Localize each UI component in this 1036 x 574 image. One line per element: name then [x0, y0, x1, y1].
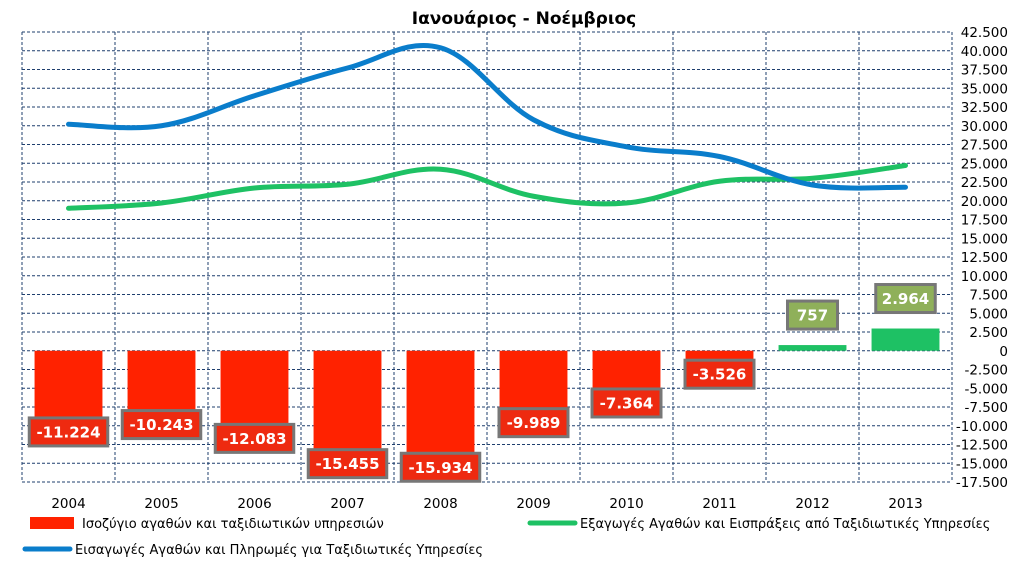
y-tick-label: 5.000 [969, 306, 1008, 322]
chart-title: Ιανουάριος - Νοέμβριος [412, 9, 636, 29]
y-tick-label: 42.500 [961, 25, 1008, 41]
data-label-2007: -15.455 [306, 448, 389, 480]
data-label-box [27, 416, 110, 448]
x-tick-label: 2006 [237, 496, 271, 512]
x-tick-label: 2013 [888, 496, 922, 512]
data-label-box [399, 451, 482, 483]
line-exports [66, 163, 908, 211]
data-label-text: -3.526 [693, 366, 747, 384]
x-tick-label: 2012 [795, 496, 829, 512]
legend-label-imports: Εισαγωγές Αγαθών και Πληρωμές για Ταξιδι… [75, 543, 483, 558]
data-label-text: -10.243 [129, 416, 193, 434]
data-label-text: 2.964 [882, 290, 929, 308]
legend-swatch-balance [30, 517, 74, 529]
data-label-2013: 2.964 [874, 283, 937, 315]
y-tick-label: 17.500 [961, 213, 1008, 229]
y-tick-label: -10.000 [956, 419, 1008, 435]
data-label-box [683, 358, 756, 390]
x-tick-label: 2008 [423, 496, 457, 512]
bar-2012 [778, 345, 847, 351]
data-label-2004: -11.224 [27, 416, 110, 448]
y-tick-label: 22.500 [961, 175, 1008, 191]
data-label-text: -9.989 [507, 414, 561, 432]
data-label-text: -12.083 [222, 430, 286, 448]
data-label-2012: 757 [786, 299, 839, 331]
data-label-2006: -12.083 [213, 422, 296, 454]
x-tick-label: 2005 [144, 496, 178, 512]
bar-2013 [871, 328, 940, 351]
y-tick-label: -17.500 [956, 475, 1008, 491]
x-tick-label: 2010 [609, 496, 643, 512]
y-tick-label: 35.000 [961, 81, 1008, 97]
data-label-box [306, 448, 389, 480]
y-tick-label: 10.000 [961, 269, 1008, 285]
y-tick-label: 2.500 [969, 325, 1008, 341]
data-label-text: -15.455 [315, 455, 379, 473]
line-imports [66, 42, 908, 191]
data-labels: -11.224 -10.243 -12.083 -15.455 -15.934 -9.98… [27, 283, 937, 483]
x-tick-label: 2007 [330, 496, 364, 512]
data-label-box [497, 407, 570, 439]
y-tick-label: -7.500 [964, 400, 1008, 416]
data-label-box [786, 299, 839, 331]
data-label-2005: -10.243 [120, 409, 203, 441]
data-label-2009: -9.989 [497, 407, 570, 439]
y-tick-label: -12.500 [956, 438, 1008, 454]
x-axis: 2004 2005 2006 2007 2008 2009 2010 2011 2012 2013 [51, 496, 922, 512]
x-tick-label: 2004 [51, 496, 85, 512]
data-label-text: -7.364 [600, 394, 654, 412]
y-tick-label: 25.000 [961, 156, 1008, 172]
y-tick-label: -15.000 [956, 456, 1008, 472]
legend: Ισοζύγιο αγαθών και ταξιδιωτικών υπηρεσι… [22, 517, 990, 558]
x-tick-label: 2011 [702, 496, 736, 512]
bar-2007 [313, 350, 382, 467]
data-label-2011: -3.526 [683, 358, 756, 390]
y-tick-label: 0 [999, 344, 1008, 360]
x-tick-label: 2009 [516, 496, 550, 512]
data-label-text: -15.934 [408, 459, 472, 477]
legend-label-exports: Εξαγωγές Αγαθών και Εισπράξεις από Ταξιδ… [580, 517, 990, 532]
data-label-2008: -15.934 [399, 451, 482, 483]
data-label-text: -11.224 [36, 423, 100, 441]
y-tick-label: 27.500 [961, 138, 1008, 154]
data-label-2010: -7.364 [590, 387, 663, 419]
y-tick-label: -2.500 [964, 363, 1008, 379]
y-tick-label: -5.000 [964, 381, 1008, 397]
y-tick-label: 15.000 [961, 231, 1008, 247]
y-axis: 42.500 40.000 37.500 35.000 32.500 30.000 27.5… [956, 25, 1008, 491]
y-tick-label: 32.500 [961, 100, 1008, 116]
y-tick-label: 40.000 [961, 44, 1008, 60]
lines [66, 42, 908, 211]
y-tick-label: 7.500 [969, 288, 1008, 304]
data-label-box [590, 387, 663, 419]
data-label-box [120, 409, 203, 441]
data-label-box [213, 422, 296, 454]
y-tick-label: 12.500 [961, 250, 1008, 266]
y-tick-label: 30.000 [961, 119, 1008, 135]
y-tick-label: 37.500 [961, 63, 1008, 79]
bar-2008 [406, 350, 475, 471]
y-tick-label: 20.000 [961, 194, 1008, 210]
legend-label-balance: Ισοζύγιο αγαθών και ταξιδιωτικών υπηρεσι… [82, 517, 384, 532]
data-label-text: 757 [797, 307, 828, 325]
data-label-box [874, 283, 937, 315]
